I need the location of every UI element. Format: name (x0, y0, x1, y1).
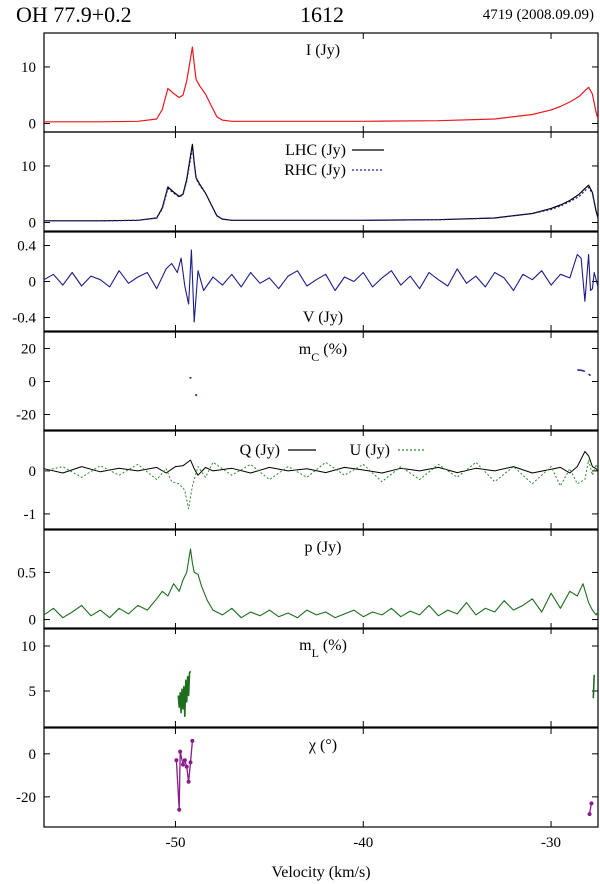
panel-I: 0 10 I (Jy) (21, 32, 599, 133)
y-tick-label: 0 (29, 375, 37, 391)
data-point (188, 760, 193, 765)
panel-frame (43, 429, 599, 530)
series-line (44, 46, 599, 123)
panel-frame (43, 627, 599, 728)
series-line (43, 249, 599, 323)
y-tick-label: 0 (29, 747, 37, 763)
y-tick-label: 0.5 (17, 565, 36, 581)
y-tick-label: -0.4 (12, 311, 36, 327)
panel-label-p: p (Jy) (305, 539, 342, 556)
y-tick-label: -20 (16, 790, 36, 806)
data-point (190, 738, 195, 743)
panel-p: 0 0.5 p (Jy) (17, 529, 599, 630)
legend-q-label: Q (Jy) (240, 442, 280, 459)
series-line (44, 147, 599, 222)
series-line (177, 670, 192, 718)
series-line (577, 369, 586, 373)
data-point (589, 801, 594, 806)
data-point (186, 779, 191, 784)
panel-label-chi: χ (°) (308, 737, 337, 754)
y-tick-label: -1 (24, 507, 37, 523)
y-tick-label: -20 (16, 408, 36, 424)
x-tick-label: -40 (353, 835, 373, 851)
epoch-label: 4719 (2008.09.09) (482, 7, 594, 23)
y-tick-label: 20 (21, 342, 36, 358)
panel-V: -0.4 0 0.4 V (Jy) (12, 231, 599, 332)
y-tick-label: 10 (21, 60, 36, 76)
series-line (588, 373, 591, 377)
panel-mC: -20 0 20 mC (%) (16, 331, 599, 432)
legend-lhc-label: LHC (Jy) (285, 142, 346, 159)
panel-QU: -1 0 Q (Jy) U (Jy) (24, 429, 599, 530)
data-point (182, 758, 187, 763)
panel-chi: -20 0 χ (°) (16, 727, 599, 828)
panel-label-mL: mL (%) (299, 637, 347, 660)
source-name: OH 77.9+0.2 (16, 2, 132, 27)
panel-frame (43, 727, 599, 828)
data-point (587, 812, 592, 817)
legend-u-label: U (Jy) (350, 442, 390, 459)
panel-LHC_RHC: 0 10 LHC (Jy) RHC (Jy) (21, 131, 599, 232)
y-tick-label: 5 (29, 684, 37, 700)
legend-rhc-label: RHC (Jy) (284, 162, 346, 179)
x-axis-title: Velocity (km/s) (271, 864, 370, 881)
panel-frame (43, 131, 599, 232)
data-point (184, 764, 189, 769)
y-tick-label: 0.4 (17, 239, 36, 255)
series-line (43, 451, 599, 476)
panel-label-V: V (Jy) (303, 309, 343, 326)
series-line (194, 394, 198, 397)
y-tick-label: 10 (21, 159, 36, 175)
x-tick-label: -50 (165, 835, 185, 851)
y-tick-label: 0 (29, 613, 37, 629)
series-line (592, 674, 595, 699)
panel-label-mC: mC (%) (299, 341, 347, 364)
series-line (43, 459, 599, 510)
y-tick-label: 0 (29, 216, 37, 232)
data-point (177, 807, 182, 812)
data-point (178, 749, 183, 754)
panel-label-I: I (Jy) (306, 42, 340, 59)
data-point (180, 762, 185, 767)
frequency-label: 1612 (300, 2, 344, 27)
panel-frame (43, 529, 599, 630)
y-tick-label: 0 (29, 275, 37, 291)
x-tick-label: -30 (541, 835, 561, 851)
series-line (189, 376, 192, 379)
series-line (43, 548, 599, 619)
y-tick-label: 10 (21, 639, 36, 655)
y-tick-label: 0 (29, 117, 37, 133)
panel-mL: 5 10 mL (%) (21, 627, 599, 728)
y-tick-label: 0 (29, 464, 37, 480)
data-point (174, 758, 179, 763)
